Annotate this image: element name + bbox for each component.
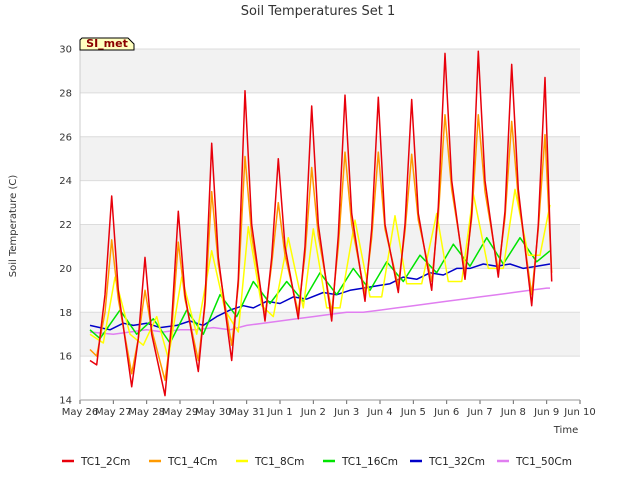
y-tick-label: 20 (59, 264, 72, 275)
x-tick-label: Jun 7 (466, 407, 492, 418)
axes (79, 49, 581, 404)
background-band (80, 136, 580, 181)
x-axis-title: Time (553, 425, 578, 436)
background-band (80, 49, 580, 93)
y-tick-label: 28 (59, 88, 72, 99)
legend-label: TC1_32Cm (428, 456, 485, 468)
x-tick-label: May 26 (62, 407, 99, 418)
y-tick-label: 16 (59, 352, 72, 363)
x-tick-label: Jun 10 (563, 407, 596, 418)
series-line-tc1-32cm (89, 263, 551, 331)
x-tick-label: Jun 1 (266, 407, 292, 418)
x-tick-label: Jun 2 (300, 407, 326, 418)
x-tick-label: May 27 (95, 407, 132, 418)
legend-label: TC1_8Cm (254, 456, 304, 468)
legend-item: TC1_32Cm (410, 456, 485, 468)
x-tick-label: Jun 5 (400, 407, 426, 418)
legend-item: TC1_50Cm (497, 456, 572, 468)
y-tick-label: 26 (59, 132, 72, 143)
y-axis-title: Soil Temperature (C) (8, 175, 19, 278)
y-tick-label: 24 (59, 176, 72, 187)
series-line-tc1-50cm (89, 287, 550, 335)
y-tick-label: 22 (59, 220, 72, 231)
x-tick-label: May 31 (228, 407, 265, 418)
legend-item: TC1_8Cm (236, 456, 304, 468)
x-tick-label: May 28 (128, 407, 165, 418)
legend-label: TC1_16Cm (341, 456, 398, 468)
legend-item: TC1_2Cm (62, 456, 130, 468)
site-label-box: SI_met (79, 37, 135, 51)
y-tick-label: 14 (59, 396, 72, 407)
x-tick-label: Jun 4 (366, 407, 392, 418)
legend-label: TC1_2Cm (80, 456, 130, 468)
chart-title: Soil Temperatures Set 1 (241, 4, 396, 19)
x-tick-label: Jun 6 (433, 407, 459, 418)
legend-item: TC1_4Cm (149, 456, 217, 468)
x-tick-label: Jun 8 (500, 407, 526, 418)
x-tick-label: Jun 9 (533, 407, 559, 418)
legend: TC1_2Cm TC1_4Cm TC1_8Cm TC1_16Cm TC1_32Cm TC1… (62, 456, 572, 468)
y-tick-label: 18 (59, 308, 72, 319)
x-tick-label: Jun 3 (333, 407, 359, 418)
y-tick-label: 30 (59, 45, 72, 56)
series-layer (89, 50, 553, 397)
legend-label: TC1_50Cm (515, 456, 572, 468)
series-line-tc1-8cm (89, 188, 551, 360)
x-tick-label: May 29 (162, 407, 199, 418)
legend-item: TC1_16Cm (323, 456, 398, 468)
legend-label: TC1_4Cm (167, 456, 217, 468)
site-label: SI_met (86, 37, 128, 50)
series-line-tc1-2cm (89, 50, 553, 397)
x-tick-label: May 30 (195, 407, 232, 418)
